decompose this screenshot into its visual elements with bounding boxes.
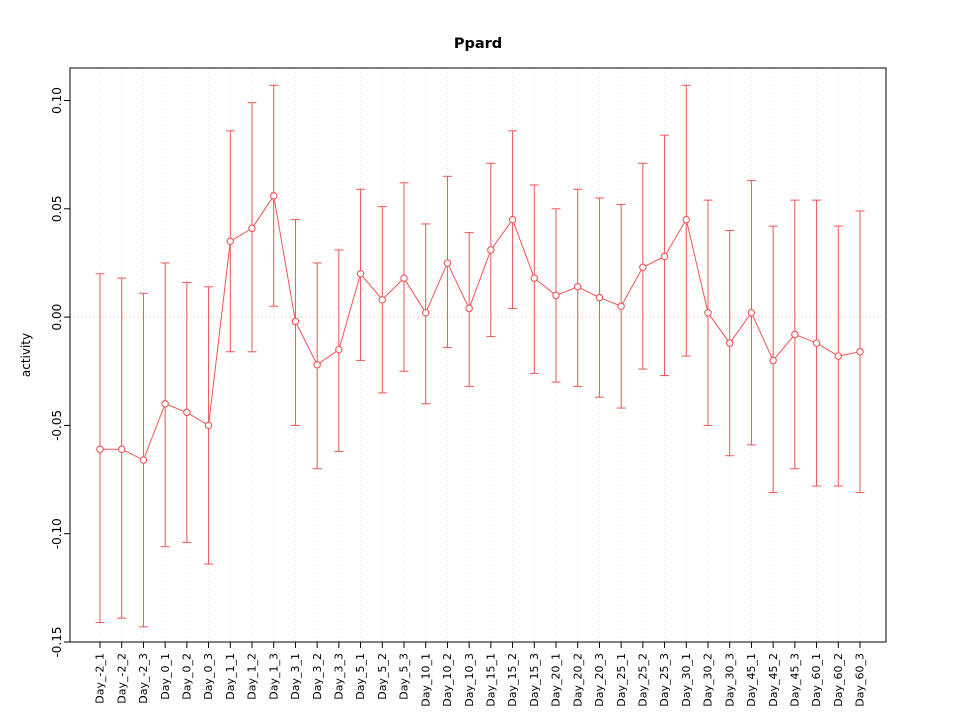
x-tick-label: Day_45_1 — [745, 653, 758, 707]
series-line — [100, 194, 861, 461]
data-point — [291, 317, 300, 326]
data-point — [639, 263, 647, 272]
data-point — [617, 302, 625, 311]
x-tick-label: Day_20_2 — [571, 653, 584, 707]
x-tick-label: Day_10_2 — [441, 653, 454, 707]
x-tick-label: Day_30_1 — [680, 653, 693, 707]
y-axis-label: activity — [19, 332, 33, 378]
data-point — [704, 309, 712, 317]
data-point — [204, 421, 213, 430]
data-point — [725, 339, 734, 347]
data-point — [96, 445, 104, 453]
data-point — [573, 283, 582, 291]
x-tick-label: Day_15_2 — [506, 653, 519, 707]
x-tick-label: Day_60_2 — [832, 653, 845, 707]
data-point — [487, 246, 495, 254]
x-tick-label: Day_-2_2 — [115, 653, 128, 704]
x-tick-label: Day_10_1 — [419, 653, 432, 707]
data-point — [378, 296, 387, 304]
data-point — [552, 291, 560, 300]
data-point — [335, 345, 343, 354]
data-point — [269, 192, 278, 200]
y-tick-label: 0.10 — [50, 87, 64, 114]
data-point — [226, 237, 235, 246]
x-tick-label: Day_15_3 — [528, 653, 541, 707]
data-point — [508, 215, 517, 224]
data-point — [313, 360, 321, 369]
x-tick-label: Day_25_1 — [615, 653, 628, 707]
x-tick-label: Day_30_2 — [702, 653, 715, 707]
x-tick-label: Day_3_3 — [332, 653, 345, 700]
x-tick-label: Day_3_2 — [311, 653, 324, 700]
x-tick-label: Day_5_1 — [354, 653, 367, 700]
data-point — [856, 348, 864, 356]
axis-box — [69, 67, 887, 643]
data-point — [834, 352, 843, 360]
x-tick-label: Day_45_2 — [767, 653, 780, 707]
chart-title: Ppard — [453, 36, 503, 52]
data-point — [356, 270, 365, 278]
data-point — [139, 456, 148, 464]
x-tick-label: Day_25_3 — [658, 653, 671, 707]
x-tick-label: Day_20_1 — [550, 653, 563, 707]
x-tick-label: Day_10_3 — [463, 653, 476, 707]
data-point — [161, 399, 169, 408]
x-tick-label: Day_15_1 — [484, 653, 497, 707]
x-tick-label: Day_1_3 — [267, 653, 280, 700]
x-tick-label: Day_25_2 — [636, 653, 649, 707]
x-tick-label: Day_1_2 — [246, 653, 259, 700]
data-point — [443, 259, 452, 267]
data-point — [421, 309, 430, 317]
x-tick-label: Day_60_3 — [854, 653, 867, 707]
data-point — [660, 252, 669, 261]
x-tick-label: Day_3_1 — [289, 653, 302, 700]
x-tick-label: Day_60_1 — [810, 653, 823, 707]
y-tick-label: 0.05 — [50, 195, 64, 222]
x-tick-label: Day_-2_1 — [94, 653, 107, 704]
y-tick-label: -0.05 — [50, 410, 64, 441]
data-point — [248, 224, 256, 233]
x-tick-label: Day_0_2 — [180, 653, 193, 700]
data-point — [183, 408, 191, 417]
x-tick-label: Day_30_3 — [723, 653, 736, 707]
data-point — [530, 274, 539, 282]
x-tick-label: Day_20_3 — [593, 653, 606, 707]
data-point — [682, 215, 691, 224]
data-point — [812, 339, 821, 347]
x-tick-label: Day_45_3 — [788, 653, 801, 707]
x-tick-label: Day_1_1 — [224, 653, 237, 700]
x-tick-label: Day_0_3 — [202, 653, 215, 700]
data-point — [747, 309, 756, 317]
data-point — [791, 330, 799, 339]
data-point — [465, 304, 473, 313]
y-tick-label: -0.10 — [50, 518, 64, 549]
x-tick-label: Day_5_2 — [376, 653, 389, 700]
data-point — [117, 445, 126, 453]
y-tick-label: 0.00 — [50, 304, 64, 331]
x-tick-label: Day_-2_3 — [137, 653, 150, 704]
data-point — [400, 274, 408, 282]
y-tick-label: -0.15 — [50, 626, 64, 657]
data-point — [595, 293, 604, 302]
x-tick-label: Day_5_3 — [398, 653, 411, 700]
data-point — [769, 356, 777, 365]
x-tick-label: Day_0_1 — [159, 653, 172, 700]
